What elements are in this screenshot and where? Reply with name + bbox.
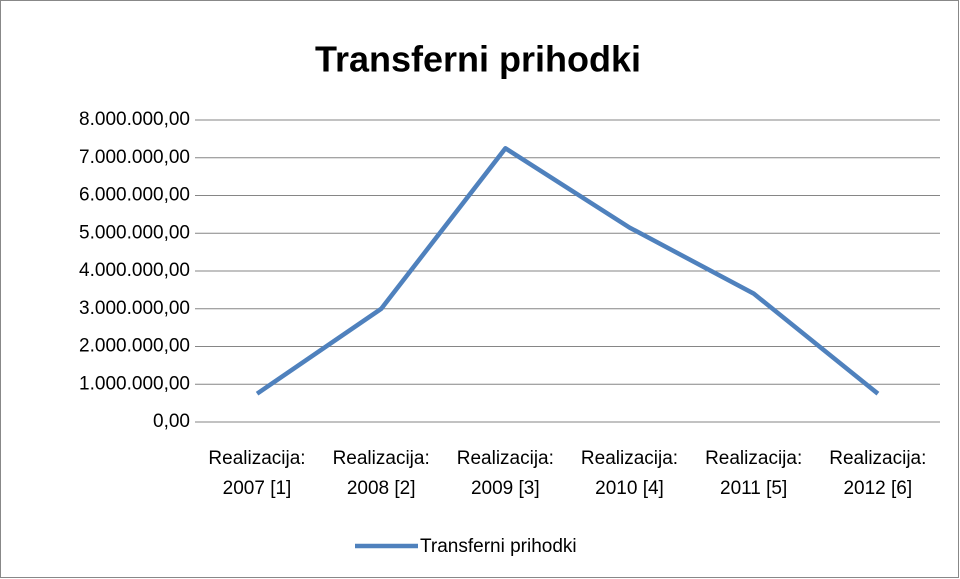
x-tick-label: Realizacija: 2012 [6]	[829, 448, 927, 499]
y-tick-label: 3.000.000,00	[79, 298, 190, 319]
y-tick-label: 0,00	[153, 411, 190, 432]
y-tick-label: 5.000.000,00	[79, 222, 190, 243]
y-tick-label: 8.000.000,00	[79, 109, 190, 130]
y-tick-label: 7.000.000,00	[79, 147, 190, 168]
y-tick-label: 2.000.000,00	[79, 336, 190, 357]
line	[255, 146, 880, 396]
y-tick-label: 1.000.000,00	[79, 373, 190, 394]
x-tick-label: Realizacija: 2009 [3]	[456, 448, 554, 499]
y-tick-label: 6.000.000,00	[79, 185, 190, 206]
x-tick-label: Realizacija: 2008 [2]	[332, 448, 430, 499]
x-tick-label: Realizacija: 2011 [5]	[705, 448, 803, 499]
y-tick-label: 4.000.000,00	[79, 260, 190, 281]
chart-title: Transferni prihodki	[315, 39, 641, 80]
x-tick-label: Realizacija: 2010 [4]	[580, 448, 679, 499]
x-tick-label: Realizacija: 2007 [1]	[208, 448, 306, 499]
legend-label: Transferni prihodki	[420, 536, 577, 557]
